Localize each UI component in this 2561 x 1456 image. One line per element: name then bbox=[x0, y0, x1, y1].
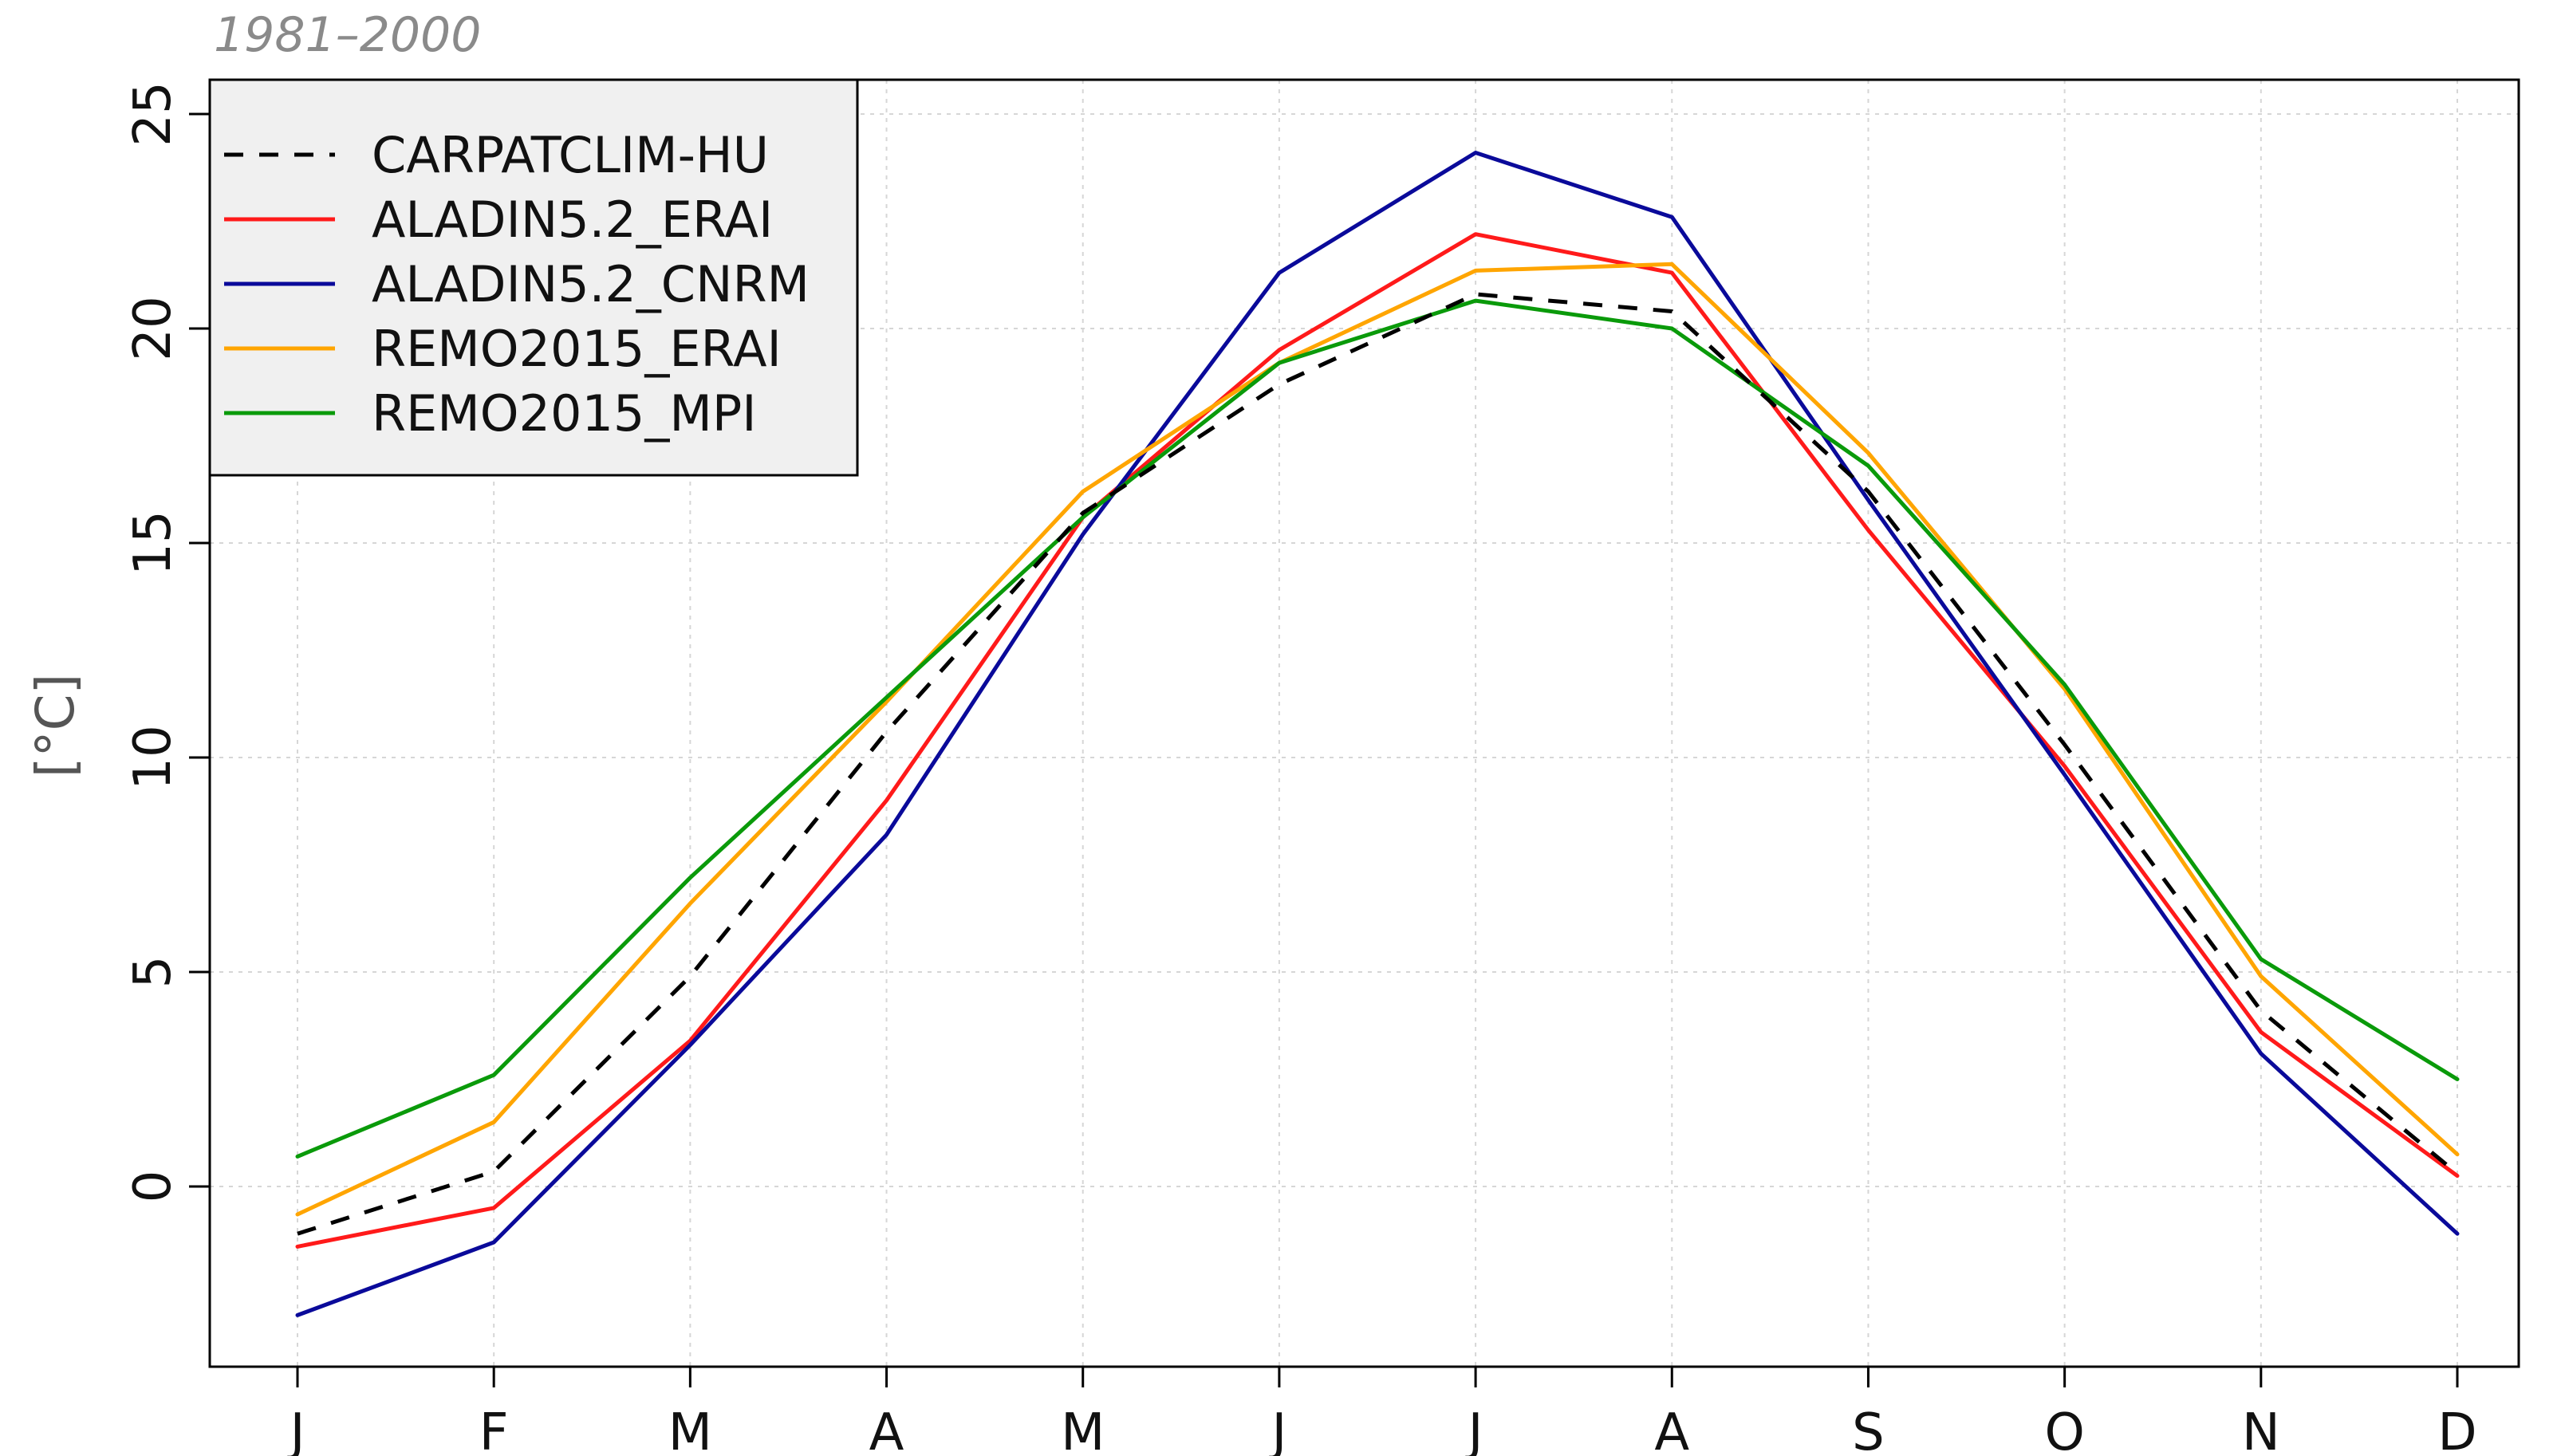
grid-lines bbox=[210, 80, 2519, 1367]
x-tick-label: F bbox=[479, 1403, 509, 1456]
x-tick-label: D bbox=[2437, 1403, 2476, 1456]
y-axis: 0 5 10 15 20 25 bbox=[124, 81, 210, 1202]
plot-frame bbox=[208, 78, 2520, 1368]
y-tick-label: 5 bbox=[124, 956, 183, 989]
legend-label: ALADIN5.2_ERAI bbox=[372, 191, 773, 249]
series-line-carpatclim-hu bbox=[297, 292, 2459, 1236]
x-tick-label: A bbox=[1654, 1403, 1689, 1456]
x-tick-label: M bbox=[1061, 1403, 1105, 1456]
series-line-aladin5-2-erai bbox=[295, 232, 2460, 1249]
y-axis-label: [°C] bbox=[25, 674, 86, 778]
x-tick-label: O bbox=[2044, 1403, 2084, 1456]
legend-label: CARPATCLIM-HU bbox=[372, 126, 769, 184]
legend-label: REMO2015_MPI bbox=[372, 384, 757, 443]
legend-label: REMO2015_ERAI bbox=[372, 320, 782, 378]
x-tick-label: M bbox=[668, 1403, 712, 1456]
y-tick-label: 15 bbox=[124, 510, 183, 575]
x-tick-label: N bbox=[2242, 1403, 2280, 1456]
series-lines bbox=[295, 151, 2460, 1317]
legend: CARPATCLIM-HU ALADIN5.2_ERAI ALADIN5.2_CNR… bbox=[208, 78, 859, 477]
legend-label: ALADIN5.2_CNRM bbox=[372, 255, 810, 313]
series-line-remo2015-mpi bbox=[295, 298, 2460, 1159]
x-tick-label: J bbox=[1268, 1403, 1286, 1456]
legend-box bbox=[208, 78, 859, 477]
y-tick-label: 0 bbox=[124, 1171, 183, 1203]
series-line-remo2015-erai bbox=[295, 262, 2460, 1217]
x-tick-label: J bbox=[287, 1403, 305, 1456]
y-tick-label: 10 bbox=[124, 725, 183, 789]
x-tick-label: A bbox=[869, 1403, 904, 1456]
chart-title: 1981–2000 bbox=[214, 7, 481, 63]
x-tick-label: S bbox=[1852, 1403, 1885, 1456]
x-tick-label: J bbox=[1465, 1403, 1483, 1456]
series-line-aladin5-2-cnrm bbox=[295, 151, 2460, 1317]
y-tick-label: 25 bbox=[124, 81, 183, 146]
y-tick-label: 20 bbox=[124, 296, 183, 360]
